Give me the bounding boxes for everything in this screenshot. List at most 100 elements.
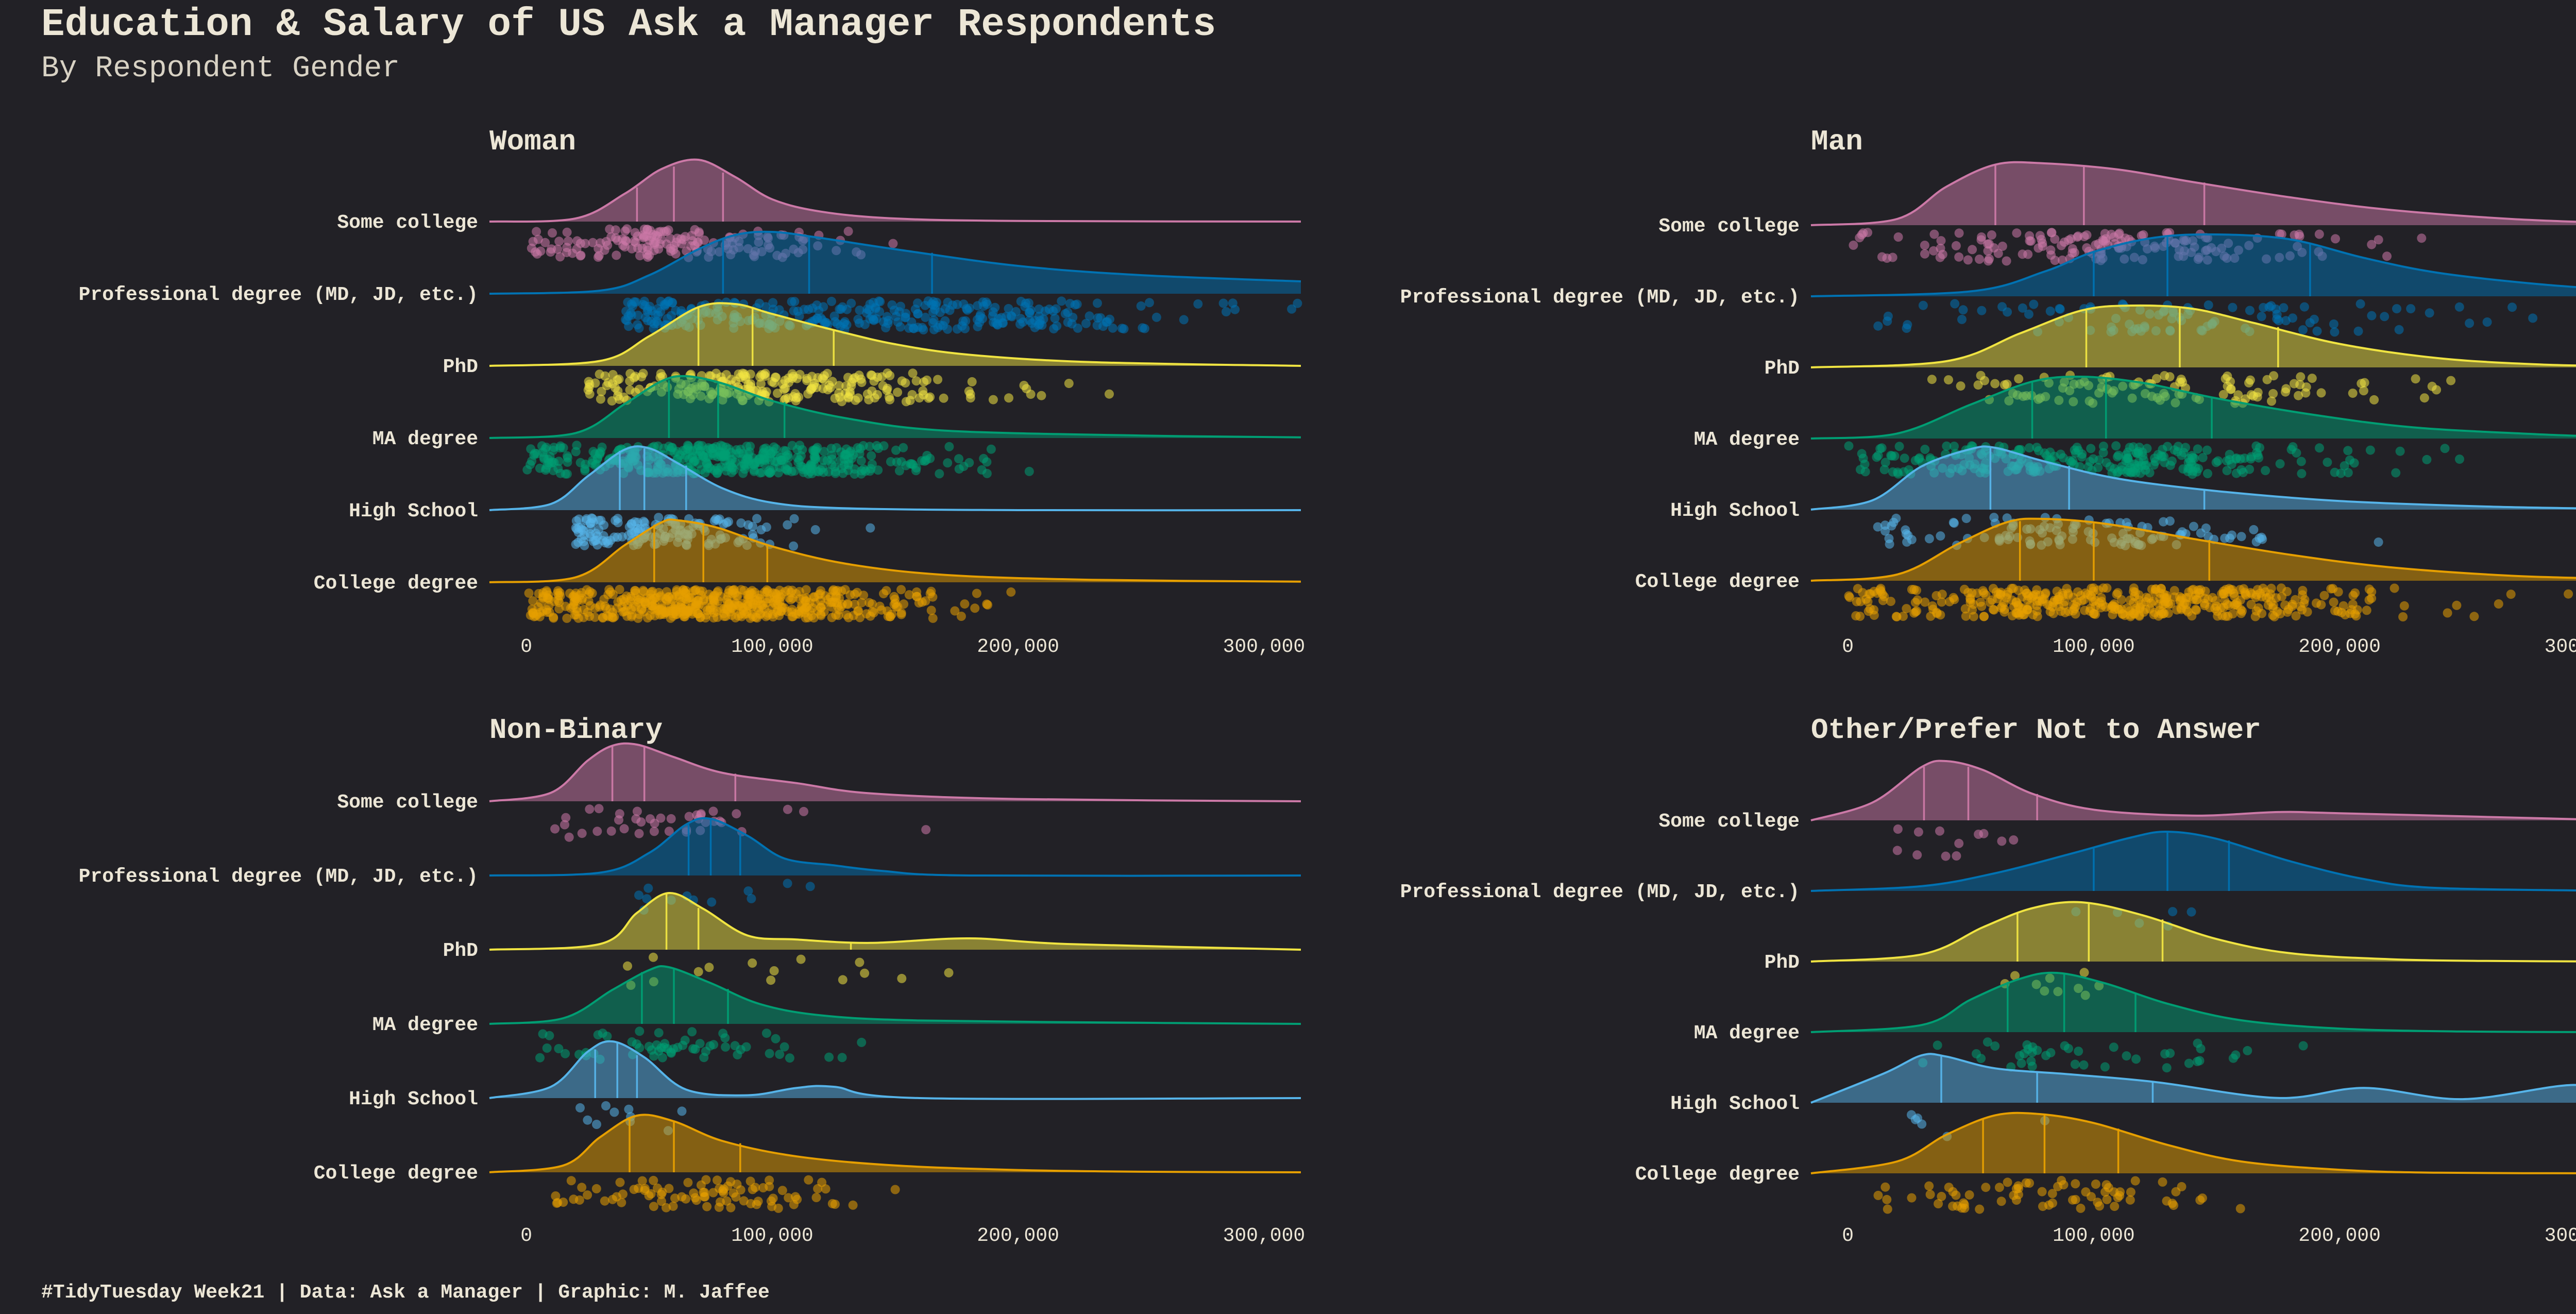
data-point bbox=[2091, 601, 2100, 611]
category-label: PhD bbox=[443, 356, 478, 378]
density-outline bbox=[489, 158, 1301, 223]
data-point bbox=[2020, 610, 2029, 619]
data-point bbox=[1990, 379, 2000, 389]
data-point bbox=[2345, 455, 2354, 465]
density-outline bbox=[489, 375, 1301, 439]
data-point bbox=[673, 1042, 683, 1052]
data-point bbox=[1924, 1181, 1934, 1191]
data-point bbox=[701, 1175, 711, 1185]
data-point bbox=[2292, 448, 2301, 458]
data-point bbox=[1937, 597, 1946, 607]
data-point bbox=[935, 308, 945, 317]
data-point bbox=[753, 1197, 763, 1206]
data-point bbox=[646, 1189, 656, 1199]
data-point bbox=[2238, 606, 2247, 616]
category-label: High School bbox=[349, 500, 478, 523]
data-point bbox=[827, 1199, 837, 1208]
category-label: Some college bbox=[1658, 215, 1800, 238]
data-point bbox=[592, 827, 602, 836]
data-point bbox=[2113, 588, 2123, 598]
data-point bbox=[526, 444, 536, 454]
data-point bbox=[1852, 597, 1861, 607]
data-point bbox=[562, 248, 571, 257]
data-point bbox=[2024, 309, 2033, 319]
data-point bbox=[625, 385, 635, 395]
data-point bbox=[1976, 597, 1986, 607]
data-point bbox=[846, 298, 856, 308]
density-outline bbox=[1810, 971, 2576, 1033]
data-point bbox=[675, 607, 685, 617]
data-point bbox=[2261, 466, 2270, 476]
density-outline bbox=[1810, 233, 2576, 297]
data-point bbox=[2329, 597, 2338, 607]
data-point bbox=[693, 441, 703, 451]
data-point bbox=[901, 309, 911, 318]
data-point bbox=[1900, 453, 1909, 463]
data-point bbox=[2367, 594, 2377, 603]
data-point bbox=[2032, 443, 2042, 452]
data-point bbox=[721, 370, 731, 380]
data-point bbox=[2135, 602, 2145, 612]
data-point bbox=[732, 809, 741, 819]
data-point bbox=[2126, 1187, 2136, 1197]
data-point bbox=[646, 611, 655, 620]
data-point bbox=[613, 235, 622, 245]
data-point bbox=[2079, 1060, 2089, 1070]
data-point bbox=[2296, 372, 2306, 382]
data-point bbox=[2158, 1177, 2167, 1187]
data-point bbox=[2257, 609, 2267, 618]
data-point bbox=[2087, 583, 2096, 593]
facet-panel: Other/Prefer Not to Answer Some college Pr… bbox=[1400, 714, 2576, 1247]
data-point bbox=[656, 297, 666, 306]
data-point bbox=[805, 882, 815, 891]
data-point bbox=[2268, 600, 2278, 610]
data-point bbox=[2071, 1179, 2080, 1189]
data-point bbox=[908, 368, 918, 378]
data-point bbox=[2307, 374, 2317, 383]
data-point bbox=[893, 388, 903, 397]
data-point bbox=[973, 315, 982, 325]
data-point bbox=[592, 1120, 601, 1129]
density-area bbox=[1811, 831, 2576, 891]
data-point bbox=[2291, 611, 2301, 621]
data-point bbox=[748, 453, 758, 463]
data-point bbox=[2055, 304, 2064, 313]
data-point bbox=[671, 306, 681, 315]
data-point bbox=[901, 378, 910, 388]
data-point bbox=[2110, 1202, 2120, 1211]
x-tick-label: 0 bbox=[520, 1225, 532, 1247]
data-point bbox=[843, 226, 853, 236]
x-tick-label: 200,000 bbox=[2298, 1225, 2381, 1247]
data-point bbox=[731, 1192, 741, 1202]
data-point bbox=[1950, 442, 1959, 451]
data-point bbox=[752, 514, 761, 524]
data-point bbox=[1902, 604, 1911, 614]
data-point bbox=[2155, 599, 2164, 609]
x-tick-label: 0 bbox=[1842, 636, 1854, 658]
data-point bbox=[2225, 455, 2234, 465]
data-point bbox=[593, 1030, 603, 1040]
rain-points bbox=[1844, 583, 2573, 621]
data-point bbox=[925, 392, 935, 402]
data-point bbox=[549, 466, 558, 476]
data-point bbox=[633, 320, 642, 330]
data-point bbox=[2037, 1187, 2047, 1197]
data-point bbox=[2443, 608, 2452, 618]
data-point bbox=[722, 1196, 732, 1206]
data-point bbox=[2125, 1195, 2135, 1205]
data-point bbox=[1084, 311, 1094, 321]
data-point bbox=[2025, 443, 2034, 453]
data-point bbox=[681, 588, 690, 598]
data-point bbox=[2276, 583, 2286, 593]
data-point bbox=[1927, 375, 1937, 384]
data-point bbox=[639, 233, 649, 243]
data-point bbox=[1065, 299, 1075, 309]
data-point bbox=[1006, 587, 1016, 597]
data-point bbox=[2114, 450, 2123, 460]
data-point bbox=[704, 963, 714, 972]
rain-points bbox=[621, 296, 1302, 334]
data-point bbox=[860, 968, 870, 978]
data-point bbox=[1018, 317, 1028, 327]
data-point bbox=[843, 465, 853, 475]
data-point bbox=[2244, 378, 2253, 388]
